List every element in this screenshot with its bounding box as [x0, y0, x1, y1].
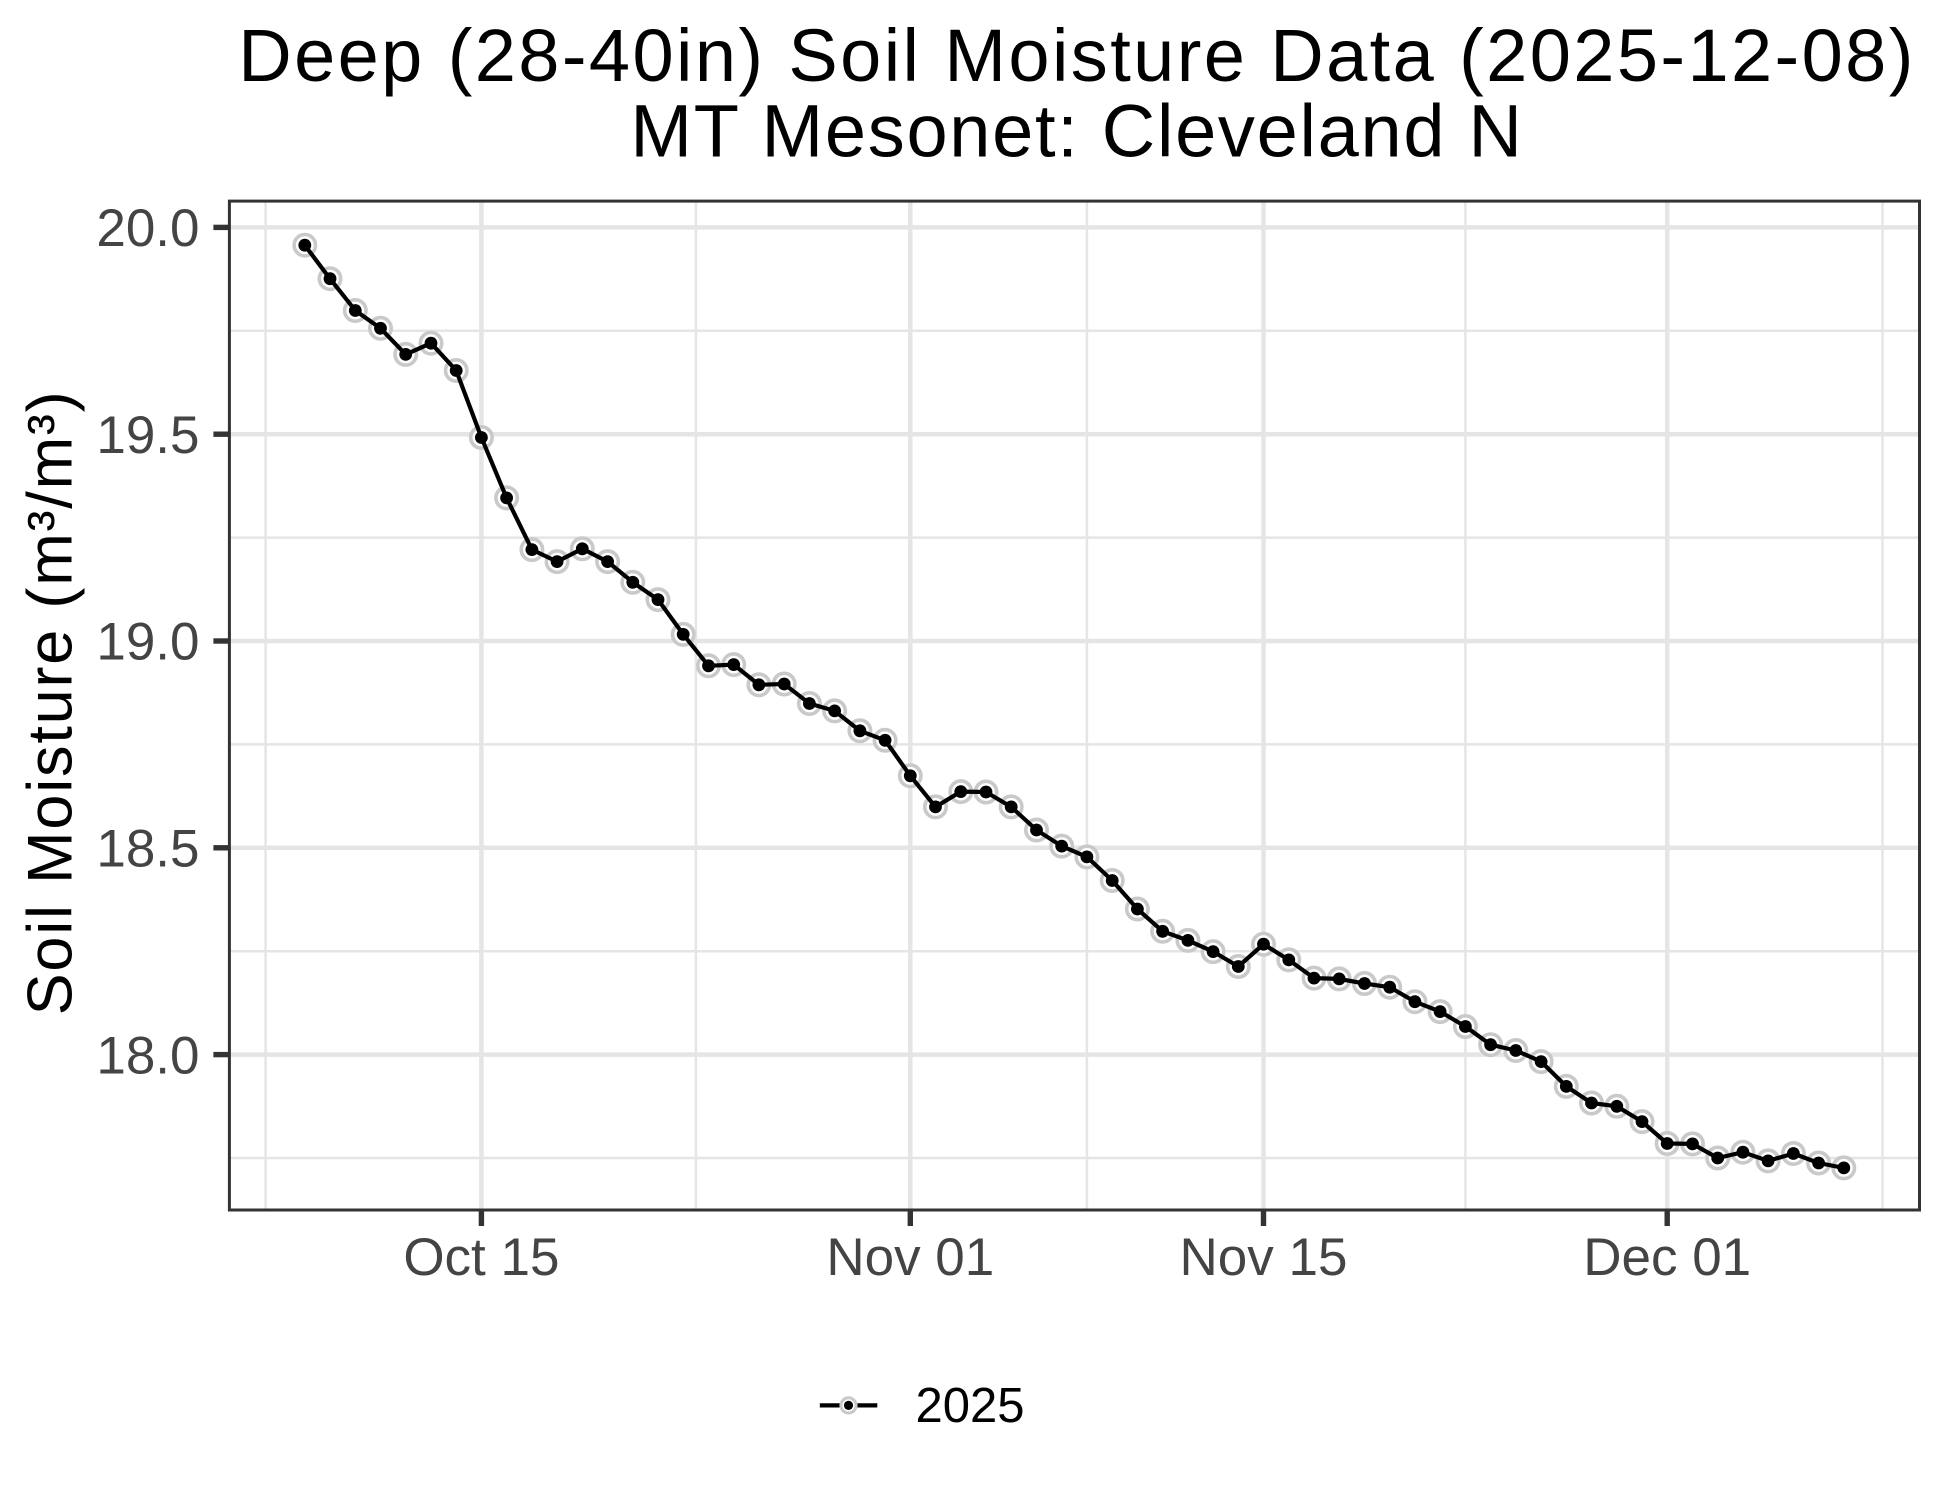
svg-text:Dec 01: Dec 01	[1583, 1228, 1751, 1287]
svg-text:20.0: 20.0	[96, 199, 199, 258]
svg-text:18.5: 18.5	[96, 820, 199, 879]
svg-text:19.5: 19.5	[96, 406, 199, 465]
svg-text:18.0: 18.0	[96, 1026, 199, 1085]
svg-text:Oct 15: Oct 15	[403, 1228, 559, 1287]
svg-text:2025: 2025	[916, 1379, 1025, 1433]
svg-text:Nov 15: Nov 15	[1180, 1228, 1348, 1287]
svg-text:Deep (28-40in) Soil Moisture D: Deep (28-40in) Soil Moisture Data (2025-…	[238, 14, 1916, 97]
svg-text:19.0: 19.0	[96, 613, 199, 672]
svg-text:MT Mesonet: Cleveland N: MT Mesonet: Cleveland N	[630, 90, 1523, 173]
svg-text:Nov 01: Nov 01	[826, 1228, 994, 1287]
svg-text:Soil Moisture (m³/m³): Soil Moisture (m³/m³)	[16, 390, 86, 1016]
